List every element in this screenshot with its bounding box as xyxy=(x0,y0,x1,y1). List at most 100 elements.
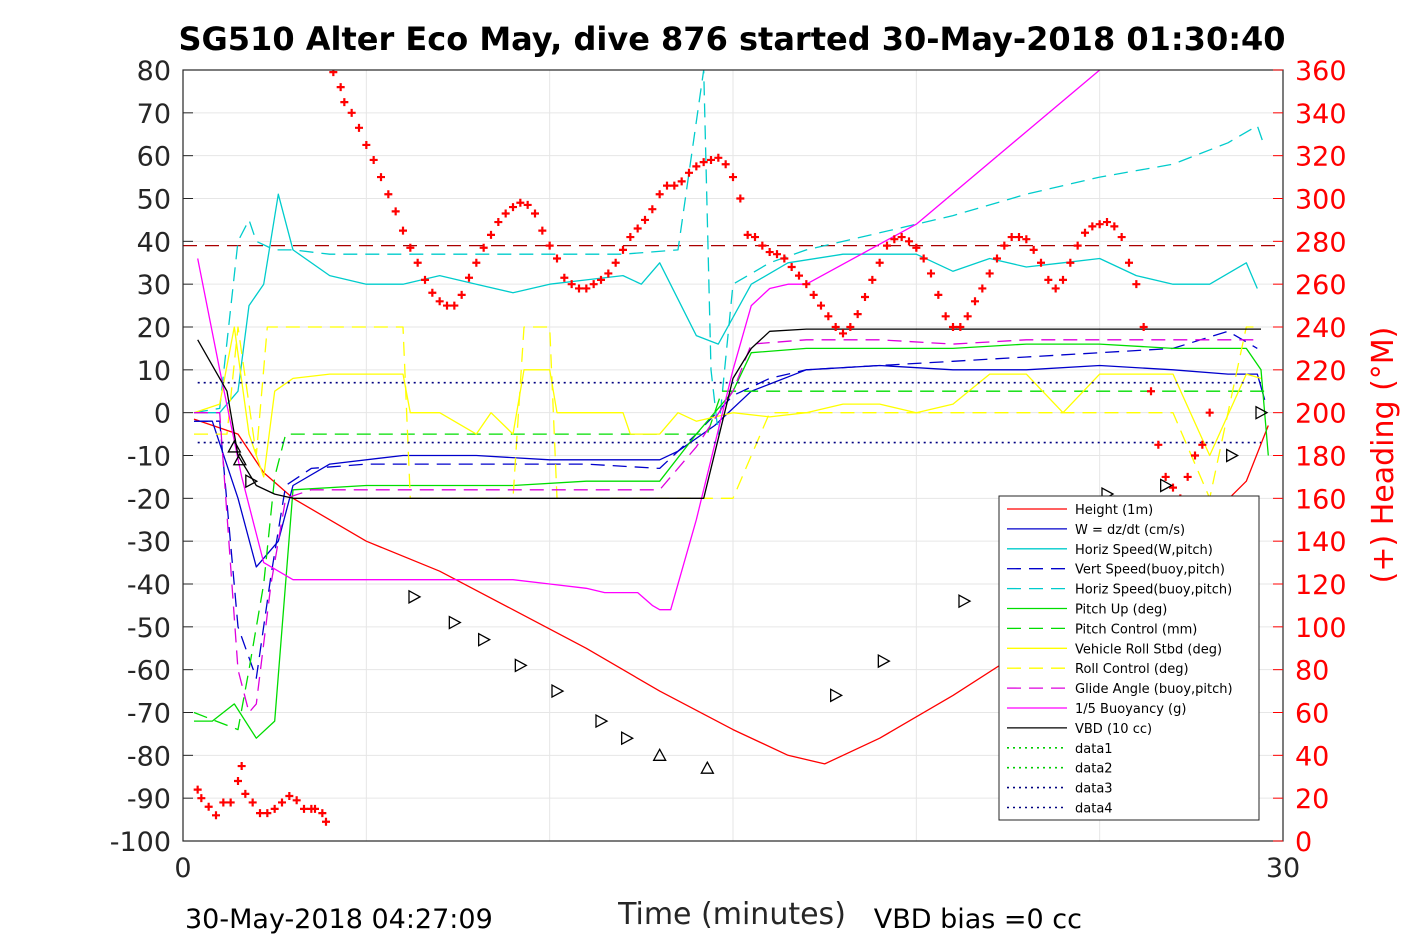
heading-marker xyxy=(450,301,459,310)
heading-marker xyxy=(278,798,286,807)
left-y-tick-label: -90 xyxy=(127,784,171,815)
depth-marker-right xyxy=(478,632,492,647)
heading-marker xyxy=(300,804,308,813)
heading-marker xyxy=(1059,275,1067,284)
heading-marker xyxy=(648,205,657,214)
heading-marker xyxy=(604,269,613,278)
heading-marker xyxy=(1191,451,1199,460)
heading-marker xyxy=(553,254,561,263)
depth-marker-right xyxy=(830,688,844,703)
heading-marker xyxy=(714,153,723,162)
heading-marker xyxy=(619,245,627,254)
heading-marker xyxy=(435,297,444,306)
x-tick-label: 30 xyxy=(1266,853,1300,884)
heading-marker xyxy=(1073,241,1082,250)
heading-marker xyxy=(677,177,686,186)
heading-marker xyxy=(1183,472,1192,481)
left-y-tick-label: -60 xyxy=(127,656,171,687)
legend-box xyxy=(998,495,1260,821)
heading-marker xyxy=(1095,220,1104,229)
heading-marker xyxy=(472,258,481,267)
depth-marker-right xyxy=(1255,405,1269,420)
heading-marker xyxy=(399,226,407,235)
footer-vbd-bias: VBD bias =0 cc xyxy=(874,904,1082,935)
left-y-tick-label: -100 xyxy=(110,827,171,858)
heading-marker xyxy=(193,785,202,794)
heading-marker xyxy=(912,243,921,252)
heading-marker xyxy=(406,243,415,252)
legend-label: data1 xyxy=(1075,742,1113,757)
depth-marker-up xyxy=(232,452,247,466)
heading-marker xyxy=(582,284,591,293)
heading-marker xyxy=(270,804,279,813)
legend-label: W = dz/dt (cm/s) xyxy=(1075,523,1185,538)
depth-marker-up xyxy=(652,747,667,761)
heading-marker xyxy=(795,271,803,280)
heading-marker xyxy=(846,323,855,331)
depth-marker-right xyxy=(448,615,462,630)
legend-label: data2 xyxy=(1075,762,1113,777)
right-y-tick-label: 60 xyxy=(1295,699,1329,730)
heading-marker xyxy=(413,258,422,267)
depth-marker-right xyxy=(877,654,891,669)
right-y-tick-label: 360 xyxy=(1295,56,1347,87)
heading-marker xyxy=(479,243,488,252)
x-tick-label: 0 xyxy=(174,853,191,884)
legend-label: Vehicle Roll Stbd (deg) xyxy=(1075,642,1222,657)
heading-marker xyxy=(204,802,213,811)
heading-marker xyxy=(883,241,891,250)
heading-marker xyxy=(729,173,737,182)
heading-marker xyxy=(743,230,752,239)
heading-marker xyxy=(1125,258,1133,267)
heading-marker xyxy=(934,290,943,299)
heading-marker xyxy=(384,190,393,199)
heading-marker xyxy=(256,809,264,818)
heading-marker xyxy=(285,792,294,801)
depth-marker-right xyxy=(621,731,635,746)
legend-label: Roll Control (deg) xyxy=(1075,662,1189,677)
series-line-9 xyxy=(194,339,1258,714)
heading-marker xyxy=(707,155,715,164)
heading-marker xyxy=(868,275,877,284)
heading-marker xyxy=(685,168,693,177)
heading-marker xyxy=(655,190,664,199)
heading-marker xyxy=(633,224,642,233)
heading-marker xyxy=(824,312,833,321)
heading-marker xyxy=(956,323,965,331)
depth-marker-right xyxy=(408,589,422,604)
heading-marker xyxy=(1117,233,1126,242)
series-line-7 xyxy=(193,326,1262,478)
heading-marker xyxy=(501,209,510,218)
heading-marker xyxy=(626,233,635,242)
heading-marker xyxy=(787,263,796,272)
legend-items: Height (1m) W = dz/dt (cm/s) Horiz Speed(W… xyxy=(1007,503,1233,817)
heading-marker xyxy=(516,198,525,207)
left-y-tick-label: -80 xyxy=(127,741,171,772)
left-y-tick-label: -10 xyxy=(127,442,171,473)
depth-marker-right xyxy=(551,683,565,699)
series-line-3 xyxy=(194,330,1258,679)
heading-marker xyxy=(347,108,356,117)
heading-marker xyxy=(560,273,569,282)
heading-marker xyxy=(322,817,330,826)
heading-marker xyxy=(329,70,338,77)
heading-marker xyxy=(318,809,327,818)
heading-marker xyxy=(927,269,935,278)
right-y-tick-label: 260 xyxy=(1295,270,1347,301)
heading-marker xyxy=(237,762,246,771)
heading-marker xyxy=(993,254,1001,263)
legend-label: data4 xyxy=(1075,802,1113,817)
right-y-tick-label: 180 xyxy=(1295,442,1347,473)
heading-marker xyxy=(949,323,957,331)
legend-label: Height (1m) xyxy=(1075,503,1153,518)
series-line-2 xyxy=(194,193,1258,414)
heading-marker xyxy=(905,237,913,246)
heading-marker xyxy=(853,310,862,319)
heading-marker xyxy=(219,798,228,807)
left-y-tick-label: 40 xyxy=(137,227,171,258)
legend-label: VBD (10 cc) xyxy=(1075,722,1152,737)
legend-label: data3 xyxy=(1075,782,1113,797)
heading-marker xyxy=(421,275,429,284)
series-line-1 xyxy=(194,364,1266,568)
heading-marker xyxy=(1154,440,1163,449)
